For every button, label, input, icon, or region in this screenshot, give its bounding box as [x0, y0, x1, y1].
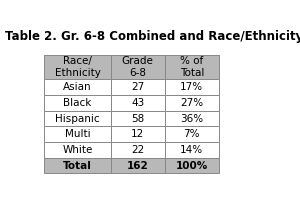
- Text: Asian: Asian: [63, 82, 92, 92]
- Bar: [165, 95, 219, 111]
- Text: Grade
6-8: Grade 6-8: [122, 56, 154, 78]
- Text: 58: 58: [131, 114, 144, 124]
- Bar: [44, 95, 111, 111]
- Text: 17%: 17%: [180, 82, 203, 92]
- Bar: [165, 126, 219, 142]
- Bar: [165, 79, 219, 95]
- Bar: [111, 79, 165, 95]
- Text: 100%: 100%: [176, 161, 208, 171]
- Bar: [111, 126, 165, 142]
- Bar: [44, 126, 111, 142]
- Text: Multi: Multi: [65, 129, 90, 139]
- Text: 27: 27: [131, 82, 144, 92]
- Text: 36%: 36%: [180, 114, 203, 124]
- Bar: [165, 55, 219, 79]
- Text: 14%: 14%: [180, 145, 203, 155]
- Bar: [111, 55, 165, 79]
- Text: % of
Total: % of Total: [180, 56, 204, 78]
- Bar: [165, 158, 219, 173]
- Text: Race/
Ethnicity: Race/ Ethnicity: [55, 56, 100, 78]
- Text: 22: 22: [131, 145, 144, 155]
- Text: 27%: 27%: [180, 98, 203, 108]
- Bar: [44, 142, 111, 158]
- Text: Hispanic: Hispanic: [55, 114, 100, 124]
- Bar: [165, 142, 219, 158]
- Bar: [44, 55, 111, 79]
- Bar: [44, 79, 111, 95]
- Text: 7%: 7%: [184, 129, 200, 139]
- Bar: [44, 111, 111, 126]
- Text: Table 2. Gr. 6-8 Combined and Race/Ethnicity: Table 2. Gr. 6-8 Combined and Race/Ethni…: [4, 30, 300, 43]
- Text: 43: 43: [131, 98, 144, 108]
- Text: Total: Total: [63, 161, 92, 171]
- Bar: [111, 111, 165, 126]
- Text: White: White: [62, 145, 93, 155]
- Bar: [111, 95, 165, 111]
- Bar: [111, 142, 165, 158]
- Text: Black: Black: [63, 98, 92, 108]
- Bar: [44, 158, 111, 173]
- Text: 162: 162: [127, 161, 148, 171]
- Text: 12: 12: [131, 129, 144, 139]
- Bar: [111, 158, 165, 173]
- Bar: [165, 111, 219, 126]
